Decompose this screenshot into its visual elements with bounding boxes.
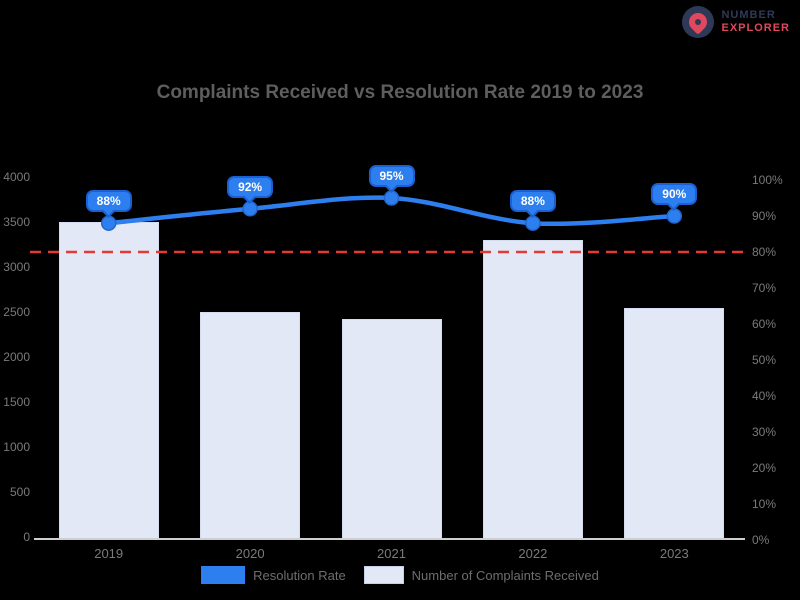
y-axis-left-tick: 4000 [3,170,30,184]
y-axis-right-tick: 10% [752,497,777,511]
point-label[interactable]: 92% [227,175,274,204]
legend-item-complaints[interactable]: Number of Complaints Received [363,566,599,584]
legend-swatch-bar [363,566,404,584]
point-marker[interactable] [666,208,683,224]
legend: Resolution Rate Number of Complaints Rec… [0,566,800,584]
x-axis-label: 2023 [659,546,689,561]
y-axis-right-tick: 60% [752,317,777,331]
point-label[interactable]: 95% [368,165,415,193]
legend-label: Number of Complaints Received [411,567,599,583]
point-marker[interactable] [383,190,400,206]
y-axis-left-tick: 500 [9,485,30,499]
y-axis-right-tick: 50% [752,353,777,367]
y-axis-left-tick: 1000 [3,440,30,454]
brand-logo: NUMBER EXPLORER [682,6,790,38]
brand-name-primary: NUMBER [721,9,776,22]
point-marker[interactable] [242,201,258,217]
x-axis-label: 2020 [235,546,265,561]
legend-label: Resolution Rate [253,567,346,583]
bar-2022[interactable] [482,240,583,539]
legend-item-resolution-rate[interactable]: Resolution Rate [201,566,346,584]
y-axis-right-tick: 20% [752,461,777,475]
bar-2020[interactable] [200,312,301,539]
point-label[interactable]: 88% [509,190,556,219]
bar-2021[interactable] [341,319,442,539]
y-axis-right-tick: 0% [752,533,770,547]
point-label[interactable]: 88% [85,190,132,219]
legend-swatch-line [201,566,246,584]
y-axis-left-tick: 0 [23,530,30,544]
y-axis-left-tick: 3500 [3,215,30,229]
y-axis-left-tick: 2000 [3,350,30,364]
y-axis-right-tick: 80% [752,245,777,259]
x-axis-label: 2022 [518,546,548,561]
y-axis-left-tick: 3000 [3,260,30,274]
point-marker[interactable] [100,215,117,231]
y-axis-right-tick: 70% [752,281,777,295]
y-axis-right-tick: 30% [752,425,777,439]
x-axis-label: 2019 [94,546,124,561]
y-axis-right-tick: 100% [752,173,783,187]
brand-logo-icon [682,6,715,38]
point-marker[interactable] [525,215,541,231]
chart-title: Complaints Received vs Resolution Rate 2… [156,82,644,103]
x-axis-label: 2021 [377,546,406,561]
y-axis-right-tick: 90% [752,209,777,223]
y-axis-left-tick: 2500 [3,305,30,319]
point-label[interactable]: 90% [651,183,698,211]
brand-name-secondary: EXPLORER [721,22,790,34]
bar-2023[interactable] [624,307,725,539]
y-axis-left-tick: 1500 [3,395,30,409]
y-axis-right-tick: 40% [752,389,777,403]
